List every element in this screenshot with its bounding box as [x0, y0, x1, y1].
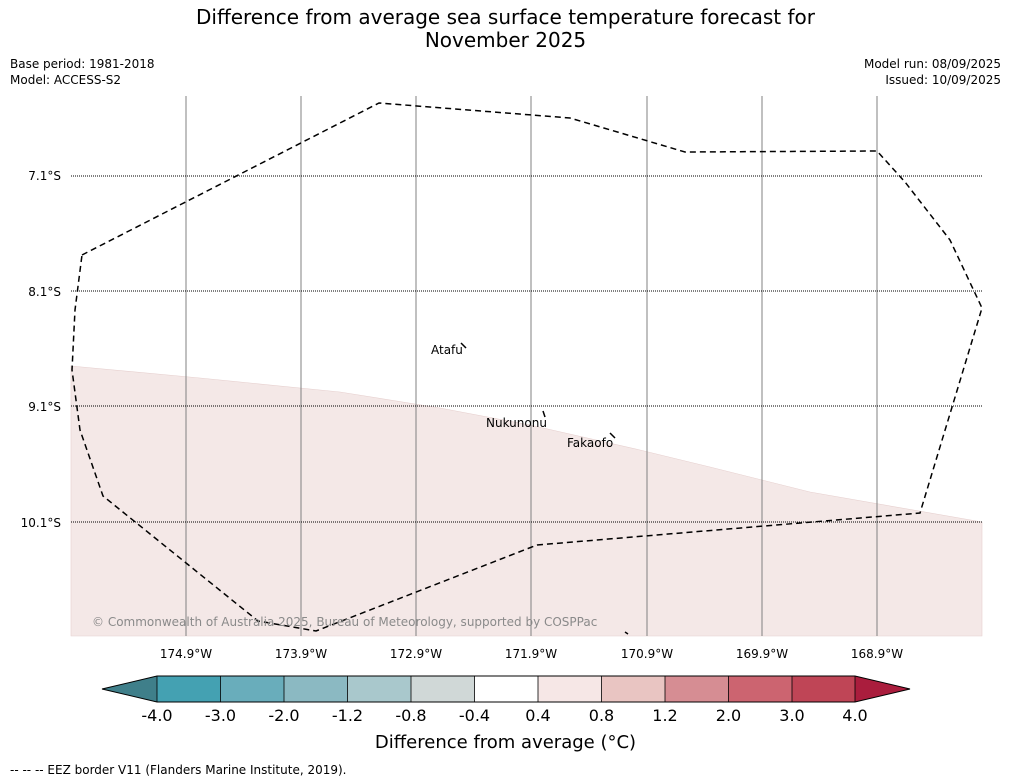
- lat-label: 9.1°S: [28, 400, 61, 414]
- lon-label: 171.9°W: [505, 647, 557, 661]
- colorbar-segment: [157, 676, 221, 702]
- place-atafu: Atafu: [431, 343, 463, 357]
- base-period: Base period: 1981-2018: [10, 57, 155, 71]
- colorbar-dividers: [156, 676, 856, 702]
- colorbar-tick-label: 1.2: [652, 706, 677, 725]
- issued-date: Issued: 10/09/2025: [885, 73, 1001, 87]
- colorbar-tick-label: -4.0: [141, 706, 172, 725]
- lon-label: 173.9°W: [275, 647, 327, 661]
- colorbar-tick-labels: -4.0 -3.0 -2.0 -1.2 -0.8 -0.4 0.4 0.8 1.…: [141, 706, 867, 725]
- colorbar-tick-label: -2.0: [268, 706, 299, 725]
- lon-label: 174.9°W: [160, 647, 212, 661]
- model-run: Model run: 08/09/2025: [863, 57, 1001, 71]
- lon-label: 168.9°W: [851, 647, 903, 661]
- colorbar-title: Difference from average (°C): [374, 732, 637, 753]
- island-atafu-shape: [460, 342, 467, 349]
- eez-legend: -- -- -- EEZ border V11 (Flanders Marine…: [10, 763, 347, 777]
- colorbar-segment: [855, 676, 910, 702]
- colorbar-segment: [601, 676, 665, 702]
- colorbar-tick-label: 0.4: [525, 706, 550, 725]
- meridian-lines: [185, 96, 878, 636]
- colorbar-tick-label: 3.0: [779, 706, 804, 725]
- meta-right: Model run: 08/09/2025 Issued: 10/09/2025: [864, 56, 1001, 88]
- longitude-labels: 174.9°W 173.9°W 172.9°W 171.9°W 170.9°W …: [160, 647, 903, 661]
- lon-label: 170.9°W: [621, 647, 673, 661]
- colorbar-tick-label: 0.8: [589, 706, 614, 725]
- island-nukunonu-shape: [542, 410, 546, 418]
- anomaly-shaded-area: [70, 365, 983, 637]
- colorbar-segment: [102, 676, 157, 702]
- colorbar-tick-label: -1.2: [332, 706, 363, 725]
- page-title: Difference from average sea surface temp…: [0, 6, 1011, 52]
- colorbar-segment: [538, 676, 602, 702]
- lon-label: 172.9°W: [390, 647, 442, 661]
- meta-left: Base period: 1981-2018 Model: ACCESS-S2: [10, 56, 155, 88]
- colorbar-segment: [665, 676, 729, 702]
- colorbar-tick-label: 4.0: [842, 706, 867, 725]
- islet-shape: [624, 631, 629, 635]
- model-name: Model: ACCESS-S2: [10, 73, 122, 87]
- colorbar-segment: [284, 676, 348, 702]
- islands: [460, 342, 629, 635]
- colorbar-segment: [411, 676, 475, 702]
- colorbar-tick-label: -3.0: [205, 706, 236, 725]
- colorbar-segment: [220, 676, 284, 702]
- copyright-notice: © Commonwealth of Australia 2025, Bureau…: [92, 615, 597, 629]
- island-fakaofo-shape: [609, 432, 616, 439]
- lat-label: 7.1°S: [28, 169, 61, 183]
- eez-border: [71, 102, 983, 632]
- colorbar-segment: [474, 676, 538, 702]
- lat-label: 8.1°S: [28, 285, 61, 299]
- colorbar-tick-label: -0.8: [395, 706, 426, 725]
- colorbar-tick-label: 2.0: [716, 706, 741, 725]
- place-fakaofo: Fakaofo: [567, 436, 613, 450]
- colorbar-segment: [792, 676, 855, 702]
- colorbar-tick-label: -0.4: [459, 706, 490, 725]
- place-nukunonu: Nukunonu: [486, 416, 547, 430]
- latitude-labels: 7.1°S 8.1°S 9.1°S 10.1°S: [21, 169, 61, 530]
- colorbar: [101, 675, 911, 703]
- title-line-2: November 2025: [424, 28, 587, 52]
- lon-label: 169.9°W: [736, 647, 788, 661]
- colorbar-segment: [347, 676, 411, 702]
- colorbar-segment: [728, 676, 792, 702]
- title-line-1: Difference from average sea surface temp…: [195, 5, 815, 29]
- lat-label: 10.1°S: [21, 516, 61, 530]
